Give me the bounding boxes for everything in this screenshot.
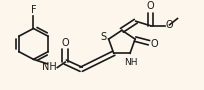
Text: O: O xyxy=(149,39,157,49)
Text: NH: NH xyxy=(42,62,57,72)
Text: O: O xyxy=(61,38,69,48)
Text: O: O xyxy=(146,1,154,11)
Text: S: S xyxy=(100,32,106,42)
Text: NH: NH xyxy=(124,58,137,67)
Text: O: O xyxy=(165,20,172,30)
Text: F: F xyxy=(31,5,36,15)
